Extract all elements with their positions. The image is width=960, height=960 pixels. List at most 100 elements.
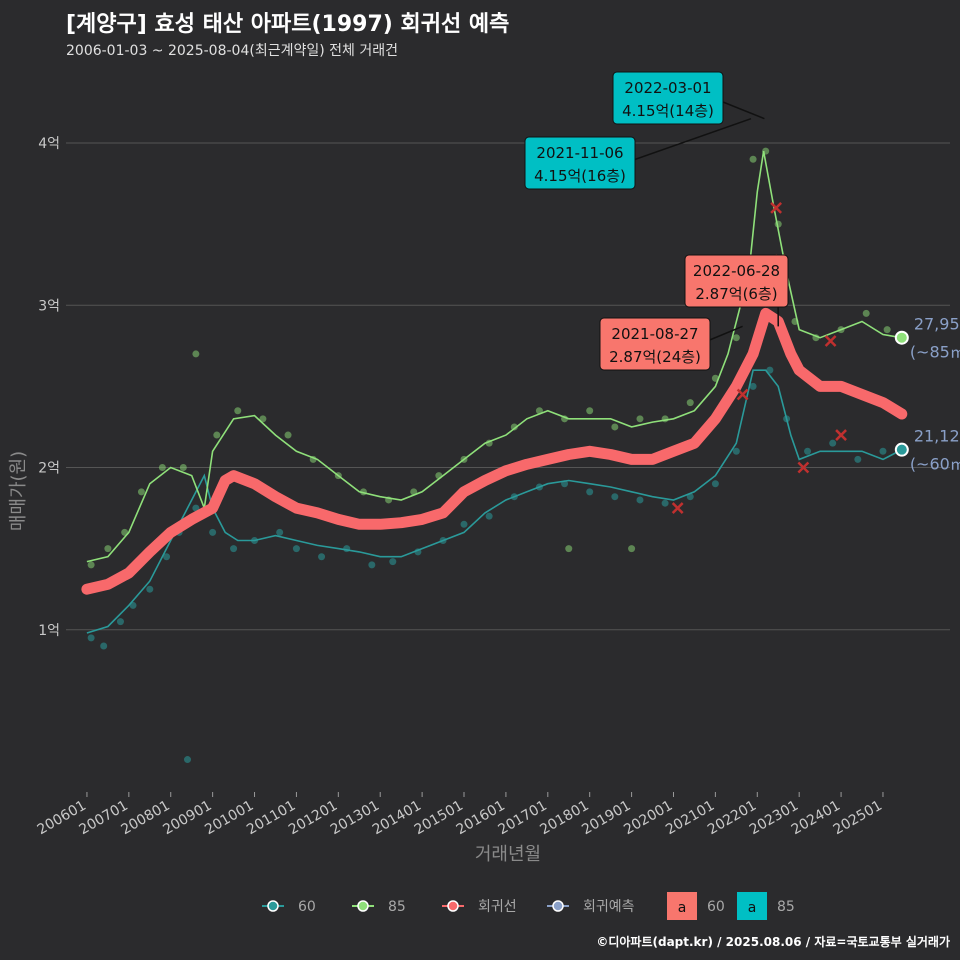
legend: 60 85 회귀선 회귀예측 a 60 a 85 — [262, 892, 795, 920]
page-subtitle: 2006-01-03 ~ 2025-08-04(최근계약일) 전체 거래건 — [66, 43, 398, 59]
scatter-point-85 — [628, 545, 636, 553]
scatter-point-85 — [611, 423, 619, 431]
legend-swatch-dot — [552, 900, 564, 912]
y-tick-label: 1억 — [38, 623, 60, 639]
scatter-point-60 — [804, 447, 812, 455]
scatter-point-60 — [460, 520, 468, 528]
scatter-point-60 — [292, 545, 300, 553]
end-point-85 — [894, 330, 909, 345]
y-tick-label: 3억 — [38, 298, 60, 314]
end-area-label-85: (~85㎡) — [910, 343, 960, 362]
scatter-point-60 — [732, 447, 740, 455]
scatter-point-60 — [829, 439, 837, 447]
legend-label: 85 — [777, 899, 795, 915]
legend-label-box-glyph: a — [748, 900, 757, 916]
annotation-box — [612, 71, 724, 125]
annotation-value: 4.15억(16층) — [534, 167, 626, 185]
annotation-date: 2022-06-28 — [693, 262, 780, 280]
annotation-layer: 2022-03-01 4.15억(14층) 2021-11-06 4.15억(16층)… — [524, 71, 789, 371]
y-tick-label: 4억 — [38, 136, 60, 152]
legend-label-box — [667, 892, 697, 920]
end-area-label-60: (~60㎡) — [910, 455, 960, 474]
scatter-point-60 — [163, 553, 171, 561]
footer-credit: ©디아파트(dapt.kr) / 2025.08.06 / 자료=국토교통부 실… — [596, 935, 950, 949]
cancellation-marker — [835, 429, 847, 441]
series-line-regression — [81, 307, 908, 595]
scatter-point-60 — [192, 504, 200, 512]
scatter-point-85 — [213, 431, 221, 439]
legend-swatch-dot — [357, 900, 369, 912]
scatter-point-60 — [611, 493, 619, 501]
scatter-point-60 — [100, 642, 108, 650]
scatter-point-85 — [636, 415, 644, 423]
scatter-point-60 — [183, 756, 191, 764]
scatter-point-60 — [368, 561, 376, 569]
legend-label: 85 — [388, 899, 406, 915]
end-value-label-60: 21,120 — [914, 427, 960, 446]
annotation-leader — [624, 117, 752, 164]
cancellation-marker — [671, 502, 684, 514]
scatter-point-60 — [711, 480, 719, 488]
scatter-point-60 — [879, 447, 887, 455]
annotation-value: 2.87억(6층) — [695, 285, 777, 303]
scatter-layer — [87, 147, 891, 764]
scatter-point-85 — [510, 423, 518, 431]
series-line-85 — [86, 150, 902, 563]
scatter-point-85 — [158, 464, 166, 472]
cancellation-marker — [824, 335, 837, 347]
scatter-point-85 — [749, 155, 757, 163]
scatter-point-60 — [766, 366, 774, 374]
y-axis-title: 매매가(원) — [8, 451, 29, 531]
scatter-point-85 — [862, 309, 870, 317]
scatter-point-60 — [586, 488, 594, 496]
y-tick-label: 2억 — [38, 461, 60, 477]
scatter-point-60 — [485, 512, 493, 520]
scatter-point-85 — [284, 431, 292, 439]
cancellation-marker — [770, 202, 783, 214]
legend-swatch-dot — [267, 900, 279, 912]
scatter-point-85 — [137, 488, 145, 496]
scatter-point-60 — [276, 528, 284, 536]
legend-label-box-glyph: a — [678, 900, 687, 916]
legend-label: 60 — [707, 899, 725, 915]
x-axis-title: 거래년월 — [475, 844, 541, 865]
legend-label: 60 — [298, 899, 316, 915]
annotation-date: 2021-11-06 — [536, 144, 623, 162]
annotation-box — [684, 254, 789, 308]
end-point-layer: 27,956 (~85㎡) 21,120 (~60㎡) — [894, 315, 960, 474]
end-value-label-85: 27,956 — [914, 315, 960, 334]
scatter-point-85 — [883, 326, 891, 334]
annotation-box — [599, 317, 711, 371]
scatter-point-60 — [389, 558, 397, 566]
legend-label-box — [737, 892, 767, 920]
annotation-value: 4.15억(14층) — [622, 102, 714, 120]
scatter-point-60 — [116, 618, 124, 626]
end-point-60 — [894, 442, 909, 457]
scatter-point-85 — [192, 350, 200, 358]
annotation-box — [524, 136, 636, 190]
scatter-point-85 — [686, 399, 694, 407]
page-title: [계양구] 효성 태산 아파트(1997) 회귀선 예측 — [66, 12, 510, 37]
scatter-point-60 — [636, 496, 644, 504]
cancellation-marker — [736, 388, 749, 401]
scatter-point-85 — [586, 407, 594, 415]
scatter-point-85 — [179, 464, 187, 472]
annotation-date: 2021-08-27 — [611, 325, 698, 343]
scatter-point-60 — [318, 553, 326, 561]
annotation-date: 2022-03-01 — [624, 79, 711, 97]
legend-swatch-dot — [447, 900, 459, 912]
scatter-point-85 — [87, 561, 95, 569]
scatter-point-60 — [854, 455, 862, 463]
scatter-point-85 — [259, 415, 267, 423]
scatter-point-85 — [104, 545, 112, 553]
scatter-point-60 — [146, 585, 154, 593]
series-line-60 — [86, 369, 903, 634]
scatter-point-60 — [87, 634, 95, 642]
scatter-point-60 — [749, 382, 757, 390]
x-tick-label: 202501 — [831, 798, 885, 839]
scatter-point-60 — [209, 528, 217, 536]
axis-layer: 1억2억3억4억20060120070120080120090120100120… — [8, 136, 885, 865]
legend-label: 회귀예측 — [583, 899, 635, 915]
scatter-point-60 — [230, 545, 238, 553]
